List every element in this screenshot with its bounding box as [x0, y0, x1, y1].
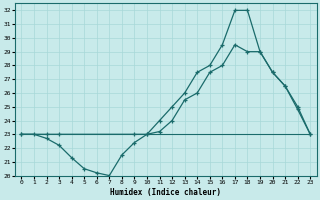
X-axis label: Humidex (Indice chaleur): Humidex (Indice chaleur): [110, 188, 221, 197]
